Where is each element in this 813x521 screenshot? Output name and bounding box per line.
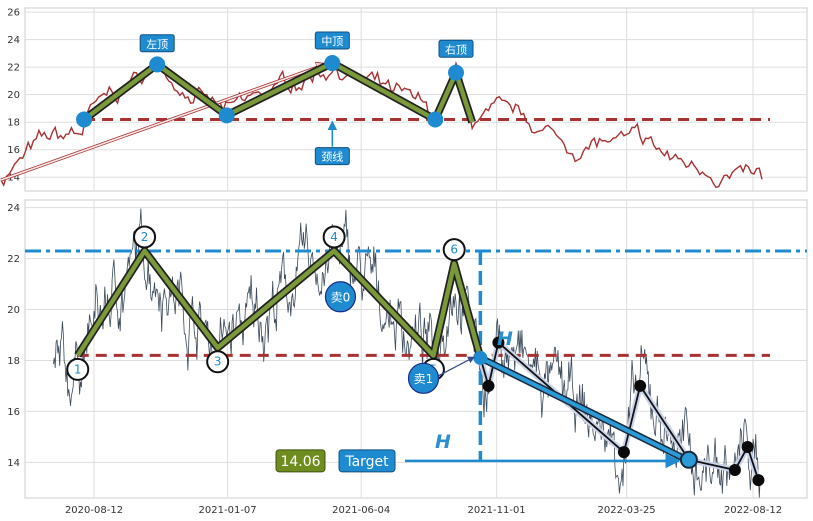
pattern-point-marker: [442, 238, 466, 262]
y-tick-label: 14: [7, 458, 20, 469]
sell-signal-pointer: [437, 356, 476, 377]
y-tick-label: 24: [7, 35, 20, 46]
x-tick-label: 2022-08-12: [724, 505, 782, 516]
projection-point: [482, 379, 495, 392]
annotation-box: [314, 147, 350, 166]
annotation-box: [438, 39, 474, 58]
projection-point: [492, 336, 505, 349]
pattern-point-label: 6: [450, 243, 458, 257]
pattern-point-top: [218, 107, 235, 124]
sell-signal-marker: [407, 362, 440, 394]
annotation-box: [139, 34, 175, 53]
target-label: Target: [344, 454, 389, 470]
projection-arrow: [479, 356, 690, 463]
pattern-point-label: 2: [141, 230, 149, 244]
sell-signal-label: 卖1: [414, 372, 434, 386]
y-tick-label: 16: [7, 145, 20, 156]
y-tick-label: 18: [7, 356, 20, 367]
pattern-point-marker: [133, 225, 157, 249]
projection-point: [679, 450, 698, 469]
sell-signal-label: 卖0: [331, 290, 351, 304]
y-tick-label: 20: [7, 90, 20, 101]
annotation-label: 中顶: [321, 35, 343, 48]
pattern-point-label: 3: [214, 355, 222, 369]
target-label-box: [338, 449, 396, 473]
annotation-label: 颈线: [321, 150, 343, 164]
pattern-point-label: 4: [330, 230, 338, 244]
projection-point: [752, 474, 765, 487]
y-tick-label: 26: [7, 8, 20, 19]
projection-point: [741, 441, 754, 454]
pattern-point-marker: [66, 357, 90, 381]
pattern-point-top: [76, 111, 93, 128]
y-tick-label: 22: [7, 63, 20, 74]
x-tick-label: 2022-03-25: [598, 505, 656, 516]
x-tick-label: 2021-01-07: [199, 505, 257, 516]
annotation-label: 右顶: [445, 42, 467, 56]
annotation-box: [314, 31, 350, 50]
pattern-point-top: [149, 56, 166, 73]
y-tick-label: 16: [7, 407, 20, 418]
y-tick-label: 22: [7, 254, 20, 265]
arrow-long-top-fill: [0, 64, 326, 181]
x-tick-label: 2020-08-12: [65, 505, 123, 516]
projection-point: [728, 463, 741, 476]
pattern-point-label: 1: [74, 362, 82, 376]
pattern-point-top: [324, 55, 341, 72]
y-tick-label: 24: [7, 203, 20, 214]
projection-point: [634, 379, 647, 392]
y-tick-label: 18: [7, 118, 20, 129]
y-tick-label: 14: [7, 173, 20, 184]
projection-point: [617, 446, 630, 459]
target-value: 14.06: [280, 454, 320, 470]
x-tick-label: 2021-06-04: [332, 505, 390, 516]
pattern-point-marker: [322, 225, 346, 249]
pattern-point-marker: [206, 350, 230, 374]
pattern-point-top: [447, 64, 464, 81]
pattern-point-top: [427, 111, 444, 128]
y-tick-label: 20: [7, 305, 20, 316]
target-value-box: [275, 449, 326, 473]
annotation-label: 左顶: [146, 38, 168, 51]
x-tick-label: 2021-11-01: [468, 505, 526, 516]
breakout-point: [473, 350, 488, 365]
height-label: H: [497, 328, 513, 350]
sell-signal-marker: [324, 281, 357, 313]
pattern-line-bottom: [75, 248, 483, 359]
height-label: H: [435, 431, 451, 453]
